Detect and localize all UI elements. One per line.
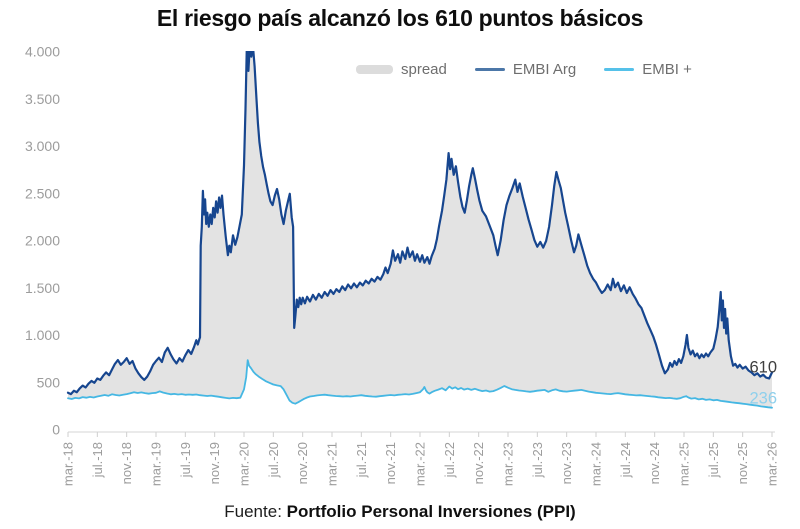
x-tick-label: nov.-23: [559, 442, 574, 484]
spread-swatch-icon: [356, 65, 393, 74]
y-tick-label: 3.000: [25, 138, 60, 154]
y-tick-label: 1.000: [25, 327, 60, 343]
x-tick-label: mar.-21: [325, 442, 340, 486]
embi-plus-line: [67, 359, 773, 409]
x-tick-label: nov.-25: [735, 442, 750, 484]
x-tick-label: mar.-22: [413, 442, 428, 486]
spread-area: [68, 51, 772, 408]
legend-label-embi-plus: EMBI +: [642, 61, 692, 78]
y-tick-label: 3.500: [25, 91, 60, 107]
embi-plus-line-swatch-icon: [604, 68, 635, 71]
legend-item-embi-plus: EMBI +: [604, 61, 692, 78]
x-tick-label: mar.-23: [501, 442, 516, 486]
x-tick-label: mar.-24: [589, 442, 604, 486]
x-tick-label: jul.-18: [90, 442, 105, 478]
y-tick-label: 1.500: [25, 280, 60, 296]
x-tick-label: mar.-25: [677, 442, 692, 486]
y-tick-label: 500: [37, 374, 61, 390]
x-tick-label: nov.-24: [647, 442, 662, 484]
x-tick-label: jul.-25: [706, 442, 721, 478]
legend-label-spread: spread: [401, 61, 447, 78]
x-tick-label: jul.-21: [354, 442, 369, 478]
embi-arg-line-swatch-icon: [474, 68, 505, 71]
source-name: Portfolio Personal Inversiones (PPI): [286, 502, 576, 521]
legend-label-embi-arg: EMBI Arg: [512, 61, 577, 78]
chart-legend: spread EMBI Arg EMBI +: [356, 61, 692, 78]
x-tick-label: nov.-22: [471, 442, 486, 484]
x-tick-label: mar.-20: [237, 442, 252, 486]
x-tick-label: nov.-19: [207, 442, 222, 484]
x-tick-label: jul.-20: [266, 442, 281, 478]
x-tick-label: mar.-19: [149, 442, 164, 486]
series-group: [66, 51, 774, 409]
y-tick-label: 2.000: [25, 233, 60, 249]
legend-item-spread: spread: [356, 61, 447, 78]
y-tick-label: 4.000: [25, 44, 60, 60]
x-tick-label: jul.-23: [530, 442, 545, 478]
source-prefix: Fuente:: [224, 502, 287, 521]
x-tick-label: jul.-24: [618, 442, 633, 478]
x-tick-label: jul.-22: [442, 442, 457, 478]
end-label-236: 236: [749, 390, 777, 408]
x-tick-label: nov.-18: [119, 442, 134, 484]
page-title: El riesgo país alcanzó los 610 puntos bá…: [156, 5, 644, 31]
end-label-610: 610: [749, 358, 777, 376]
x-tick-label: nov.-21: [383, 442, 398, 484]
x-tick-label: jul.-19: [178, 442, 193, 478]
line-chart-canvas: mar.-18 jul.-18 nov.-18 mar.-19 jul.-19 nov.-…: [25, 44, 780, 487]
legend-item-embi-arg: EMBI Arg: [474, 61, 577, 78]
x-tick-label: nov.-20: [295, 442, 310, 484]
x-tick-label: mar.-26: [765, 442, 780, 486]
y-tick-label: 2.500: [25, 185, 60, 201]
embi-arg-line: [66, 51, 774, 396]
source-caption: Fuente: Portfolio Personal Inversiones (…: [0, 502, 800, 522]
x-tick-label: mar.-18: [61, 442, 76, 486]
y-tick-label: 0: [52, 422, 60, 438]
